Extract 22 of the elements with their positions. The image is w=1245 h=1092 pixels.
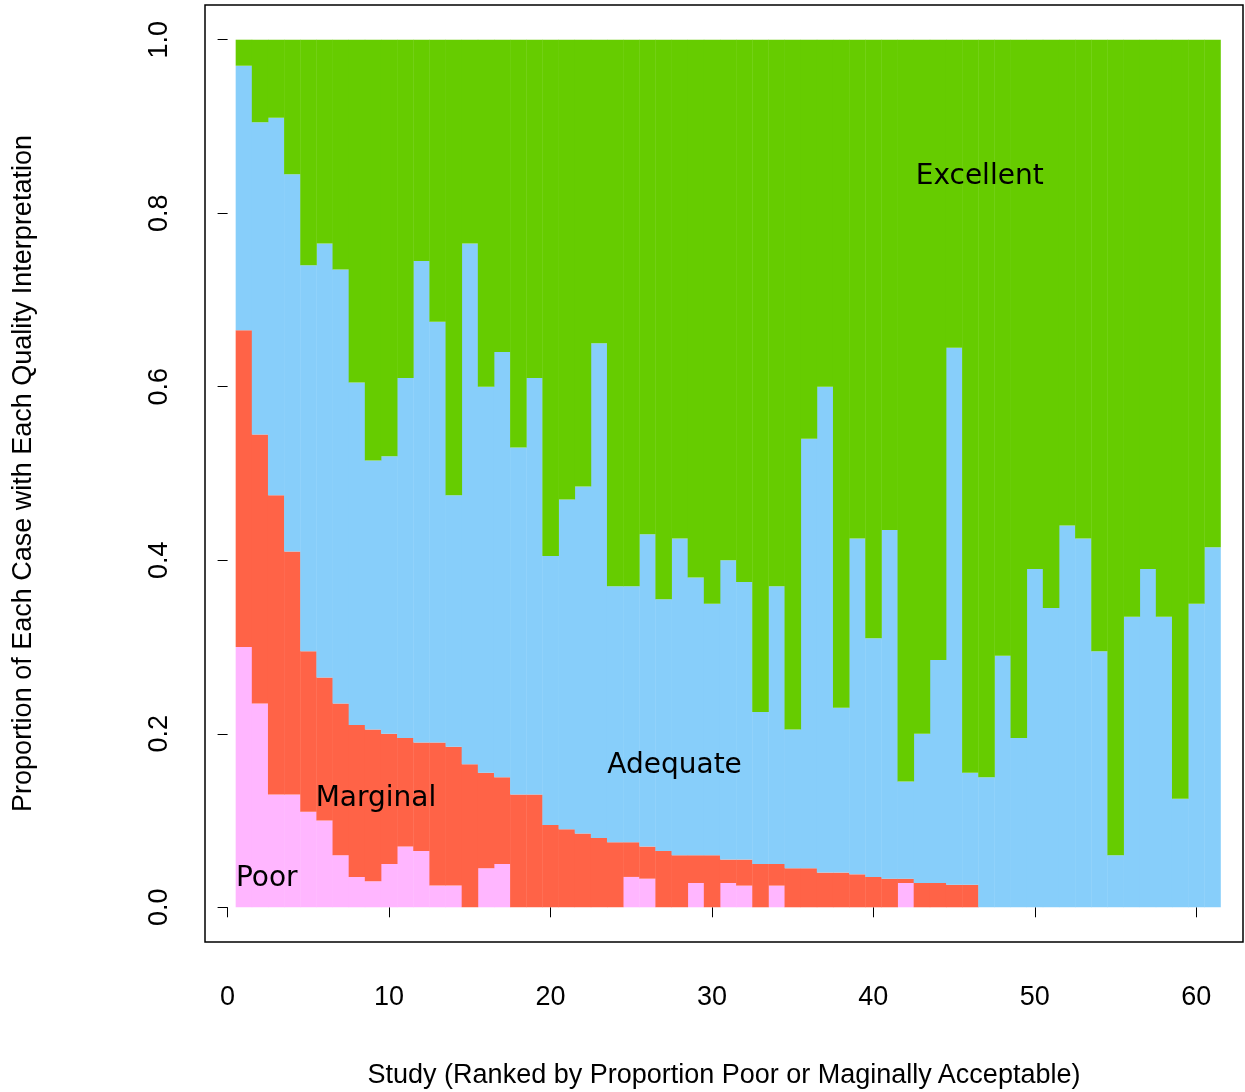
series-label: Marginal xyxy=(315,779,437,813)
bar xyxy=(687,883,705,908)
series-label: Excellent xyxy=(915,157,1044,191)
y-tick-label: 0.4 xyxy=(142,541,173,580)
series-label: Adequate xyxy=(607,746,742,780)
x-tick-label: 40 xyxy=(858,980,889,1011)
x-tick-label: 20 xyxy=(535,980,566,1011)
y-tick-label: 0.6 xyxy=(142,367,173,406)
series-label: Poor xyxy=(235,859,299,893)
x-tick-label: 0 xyxy=(220,980,236,1011)
x-tick-label: 60 xyxy=(1181,980,1212,1011)
bar xyxy=(768,885,785,908)
y-tick-label: 0.0 xyxy=(142,888,173,927)
y-tick-label: 0.8 xyxy=(142,194,173,232)
x-tick-label: 10 xyxy=(374,980,405,1011)
bar xyxy=(897,883,915,908)
y-tick-label: 0.2 xyxy=(142,715,173,753)
x-tick-label: 30 xyxy=(696,980,727,1011)
x-tick-label: 50 xyxy=(1019,980,1050,1011)
y-tick-label: 1.0 xyxy=(142,20,173,59)
y-axis-title: Proportion of Each Case with Each Quality Interpretation xyxy=(6,135,37,812)
x-axis-title: Study (Ranked by Proportion Poor or Maginally Acceptable) xyxy=(367,1058,1081,1089)
